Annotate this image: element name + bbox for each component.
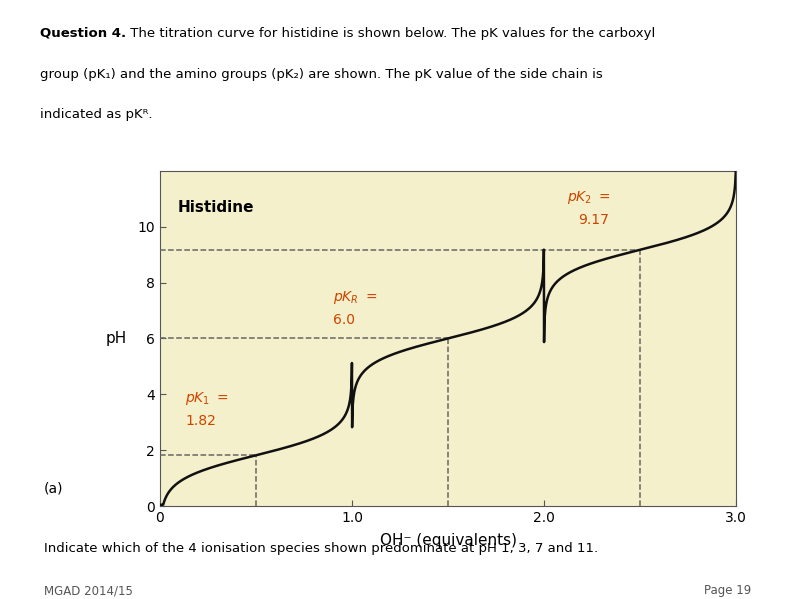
X-axis label: OH⁻ (equivalents): OH⁻ (equivalents) [379, 533, 517, 548]
Text: The titration curve for histidine is shown below. The pK values for the carboxyl: The titration curve for histidine is sho… [126, 27, 656, 40]
Text: $pK_1\ =$: $pK_1\ =$ [185, 390, 229, 407]
Text: $pK_R\ =$: $pK_R\ =$ [333, 289, 378, 307]
Text: (a): (a) [44, 481, 63, 495]
Text: Question 4.: Question 4. [40, 27, 126, 40]
Text: 9.17: 9.17 [578, 213, 610, 226]
Text: $pK_2\ =$: $pK_2\ =$ [567, 189, 611, 206]
Text: Histidine: Histidine [178, 199, 254, 214]
Text: Page 19: Page 19 [704, 584, 751, 597]
Text: Indicate which of the 4 ionisation species shown predominate at pH 1, 3, 7 and 1: Indicate which of the 4 ionisation speci… [44, 542, 598, 555]
Text: 1.82: 1.82 [185, 414, 216, 428]
Y-axis label: pH: pH [106, 331, 127, 346]
Text: 6.0: 6.0 [333, 313, 355, 327]
Text: indicated as pKᴿ.: indicated as pKᴿ. [40, 108, 153, 122]
Text: MGAD 2014/15: MGAD 2014/15 [44, 584, 133, 597]
Text: group (pK₁) and the amino groups (pK₂) are shown. The pK value of the side chain: group (pK₁) and the amino groups (pK₂) a… [40, 68, 602, 81]
